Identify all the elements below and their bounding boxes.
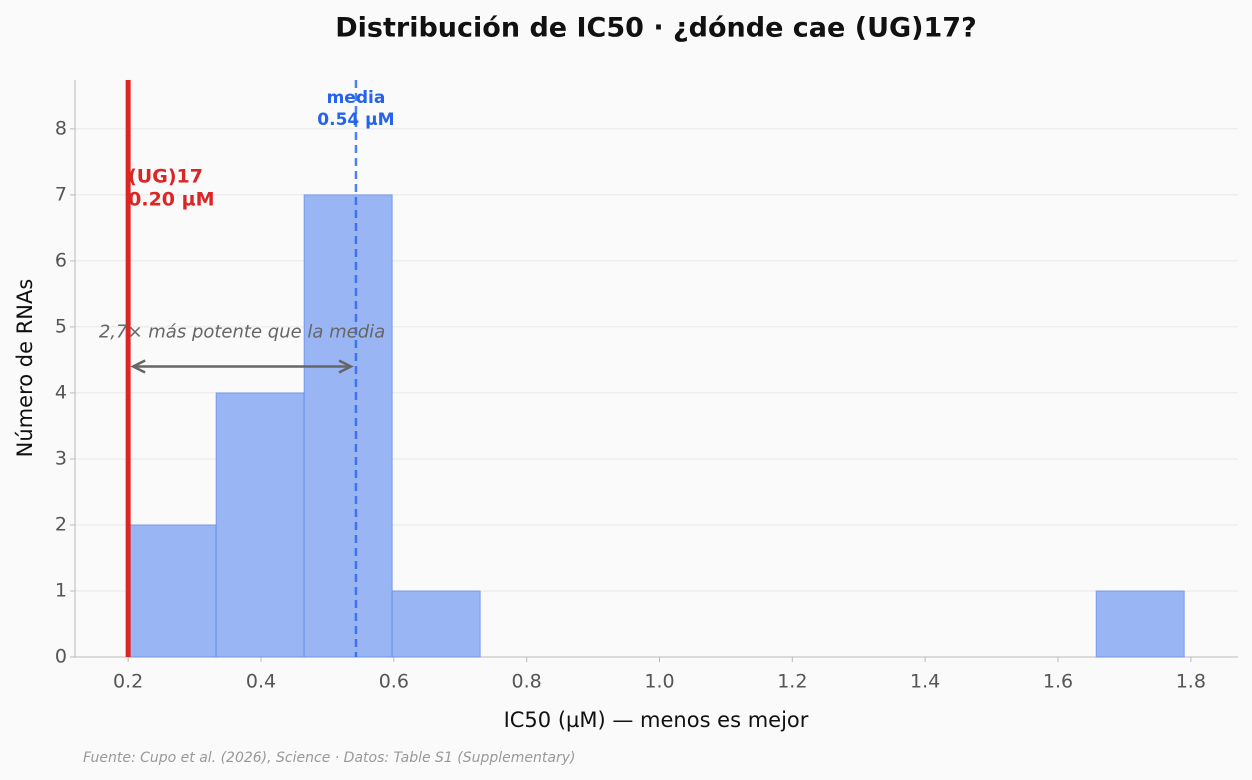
y-tick-label: 0 xyxy=(55,646,67,668)
bar xyxy=(391,590,481,658)
arrow-head xyxy=(130,359,146,374)
bar xyxy=(303,194,393,658)
bar xyxy=(127,524,217,658)
x-tick-label: 1.4 xyxy=(910,671,940,693)
arrow-label: 2,7× más potente que la media xyxy=(99,322,385,343)
x-tick-label: 1.6 xyxy=(1043,671,1073,693)
marker-value-label: 0.54 µM xyxy=(317,110,394,130)
x-tick-label: 0.6 xyxy=(379,671,409,693)
bar xyxy=(215,392,305,658)
footnote: Fuente: Cupo et al. (2026), Science · Da… xyxy=(83,750,575,766)
y-tick-label: 6 xyxy=(55,249,67,271)
y-tick-label: 2 xyxy=(55,513,67,535)
x-tick-label: 0.2 xyxy=(113,671,143,693)
x-axis-label: IC50 (µM) — menos es mejor xyxy=(504,708,809,732)
bar xyxy=(1095,590,1185,658)
y-tick-label: 5 xyxy=(55,315,67,337)
y-tick-label: 3 xyxy=(55,447,67,469)
marker-label: (UG)17 xyxy=(128,166,203,188)
y-axis-label: Número de RNAs xyxy=(13,279,37,458)
arrow-head xyxy=(338,359,354,374)
y-tick-label: 8 xyxy=(55,117,67,139)
x-tick-label: 0.8 xyxy=(512,671,542,693)
x-tick-label: 1.0 xyxy=(644,671,674,693)
y-tick-label: 7 xyxy=(55,183,67,205)
chart-title: Distribución de IC50 · ¿dónde cae (UG)17… xyxy=(335,13,976,44)
marker-value-label: 0.20 µM xyxy=(128,189,214,211)
marker-label: media xyxy=(327,88,386,108)
x-tick-label: 1.8 xyxy=(1176,671,1206,693)
x-tick-label: 0.4 xyxy=(246,671,276,693)
x-tick-label: 1.2 xyxy=(777,671,807,693)
y-tick-label: 4 xyxy=(55,381,67,403)
y-tick-label: 1 xyxy=(55,579,67,601)
